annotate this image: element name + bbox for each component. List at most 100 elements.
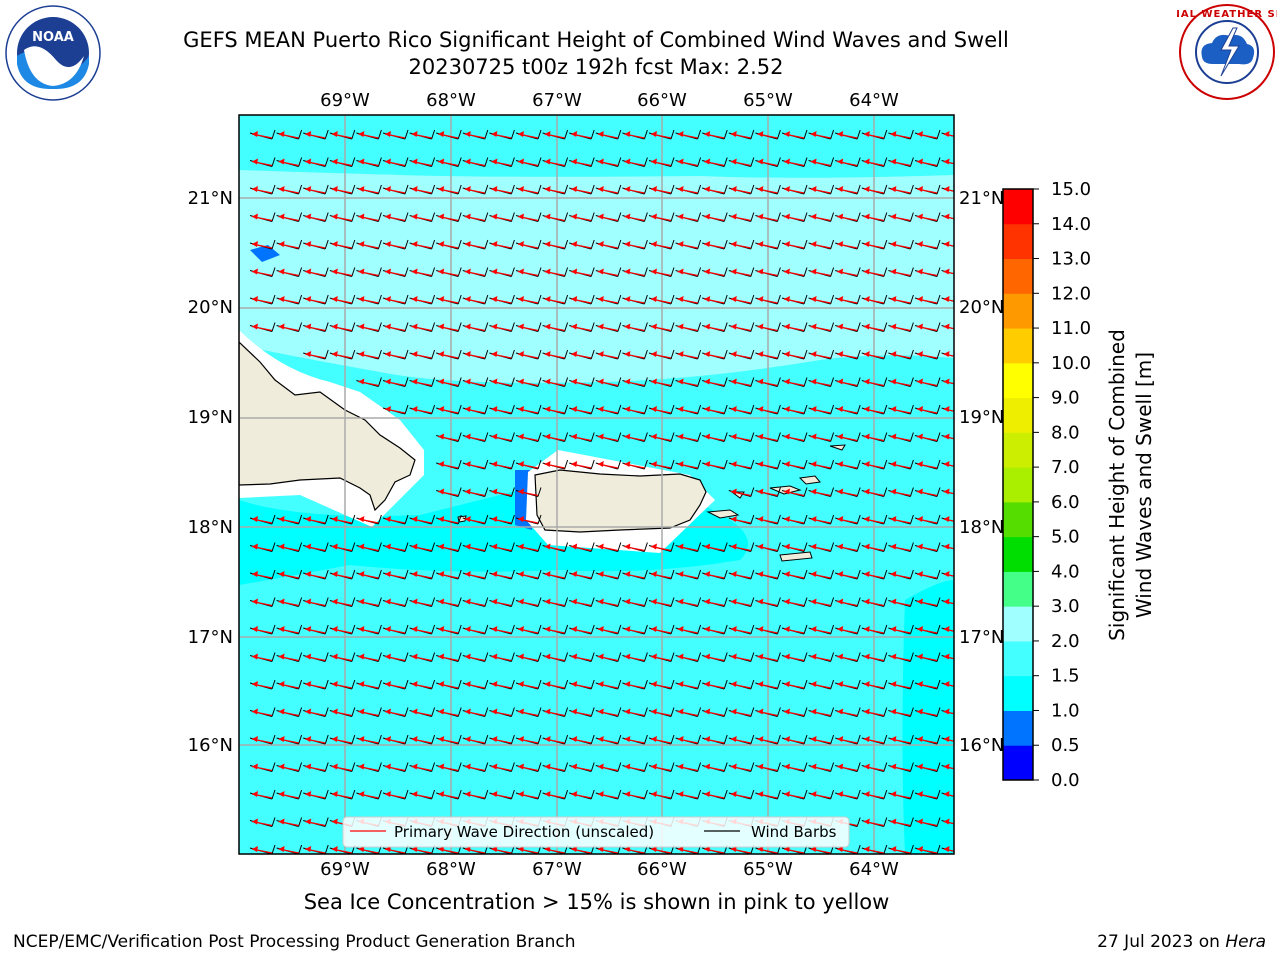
wind-barb-flag [377,184,382,195]
wave-direction-arrowhead [917,488,923,495]
wind-barb-flag [537,322,542,332]
wave-direction-arrowhead [464,186,471,192]
wind-barb-flag [351,322,356,332]
wave-direction-arrowhead [863,708,870,715]
wave-direction-arrowhead [651,571,657,577]
wind-barb-flag [377,679,382,690]
wind-barb-flag [564,734,569,745]
wind-barb-flag [643,569,648,580]
wave-direction-arrowhead [491,598,498,605]
wave-direction-arrowhead [677,351,684,357]
wave-direction-arrowhead [331,296,338,302]
wave-direction-arrowhead [624,378,631,385]
wave-direction-arrowhead [518,213,524,220]
wind-barb-flag [936,212,941,222]
wave-direction-arrowhead [810,378,817,385]
map-legend: Primary Wave Direction (unscaled) Wind B… [342,816,850,848]
noaa-logo-text: NOAA [32,30,74,45]
wind-barb-flag [590,569,595,580]
wind-barb-flag [803,679,808,690]
wave-direction-arrowhead [305,763,312,770]
wind-barb-flag [537,349,542,360]
wave-direction-arrowhead [385,543,391,550]
wind-barb-flag [271,789,276,800]
wave-direction-arrowhead [730,571,737,577]
wave-direction-arrowhead [278,516,285,522]
wave-direction-arrowhead [917,708,923,715]
wind-barb-flag [351,652,356,662]
wave-direction-arrowhead [890,351,897,357]
wind-barb-flag [964,158,967,167]
wind-barb-flag [298,322,303,332]
wind-barb-flag [537,404,542,415]
wave-direction-arrowhead [305,791,312,797]
wave-direction-arrowhead [784,433,790,440]
wave-direction-arrowhead [464,378,471,385]
wave-direction-arrowhead [917,763,923,770]
wave-direction-arrowhead [784,378,790,385]
wave-direction-arrowhead [917,268,923,275]
wind-barb-flag [590,432,595,442]
wind-barb-flag [776,212,781,222]
wave-direction-arrowhead [890,323,897,330]
wave-direction-arrowhead [597,323,604,330]
wave-direction-arrowhead [863,268,870,275]
wind-barb-flag [643,542,648,552]
wave-direction-arrowhead [730,186,737,192]
wind-barb-flag [830,129,835,140]
wind-barb-flag [723,432,728,442]
wind-barb-flag [324,652,329,662]
wind-barb-flag [324,294,329,305]
wind-barb-flag [484,762,489,772]
wind-barb-flag [298,294,303,305]
wind-barb-flag [431,349,436,360]
wave-direction-arrowhead [597,378,604,385]
wave-direction-arrowhead [730,681,737,687]
wave-direction-arrowhead [863,433,870,440]
wave-direction-arrowhead [890,708,897,715]
wind-barb-flag [936,404,941,415]
wave-direction-arrowhead [917,543,923,550]
wind-barb-flag [457,129,462,140]
wave-direction-arrowhead [863,406,870,412]
wave-direction-arrowhead [624,681,631,687]
wind-barb-flag [590,239,595,250]
wave-direction-arrowhead [890,763,897,770]
wind-barb-flag [750,267,755,277]
wind-barb-flag [856,734,861,745]
wave-direction-arrowhead [917,598,923,605]
wind-barb-flag [457,322,462,332]
wind-barb-flag [670,322,675,332]
wave-direction-arrowhead [305,323,312,330]
wave-direction-arrowhead [358,598,365,605]
wave-direction-arrowhead [651,461,657,467]
wave-direction-arrowhead [917,461,923,467]
wave-direction-arrowhead [331,186,338,192]
wave-direction-arrowhead [677,131,684,137]
wave-direction-arrowhead [863,378,870,385]
wind-barb-flag [431,212,436,222]
wind-barb-flag [750,707,755,717]
wave-direction-arrowhead [438,406,445,412]
wave-direction-arrowhead [278,791,285,797]
wave-direction-arrowhead [863,516,870,522]
wave-direction-arrowhead [278,626,285,632]
wind-barb-flag [670,212,675,222]
lon-label: 69°W [320,859,370,880]
wave-direction-arrowhead [784,131,790,137]
wind-barb-flag [803,239,808,250]
wave-direction-arrowhead [358,653,365,660]
wind-barb-flag [510,404,515,415]
wave-direction-arrowhead [784,351,790,357]
wind-barb-flag [617,349,622,360]
wave-direction-arrowhead [677,681,684,687]
wave-direction-arrowhead [544,351,551,357]
wind-barb-flag [803,762,808,772]
wind-barb-flag [803,184,808,195]
wind-barb-flag [909,267,914,277]
wave-direction-arrowhead [544,158,551,165]
wind-barb-flag [377,597,382,607]
wave-direction-arrowhead [624,653,631,660]
wind-barb-flag [564,157,569,167]
wind-barb-flag [643,129,648,140]
